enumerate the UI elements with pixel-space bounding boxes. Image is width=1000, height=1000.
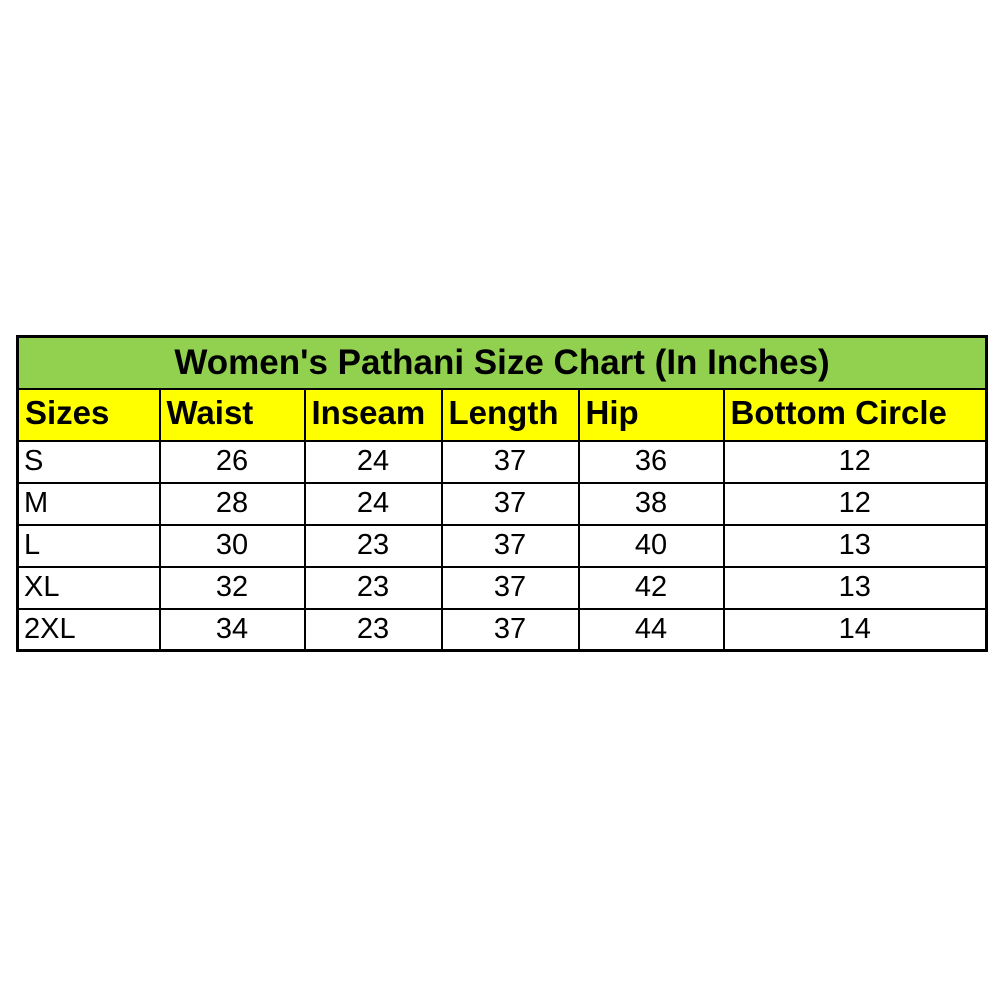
table-row-xl: XL 32 23 37 42 13	[16, 565, 988, 610]
waist-cell: 26	[158, 439, 306, 484]
hip-cell: 44	[577, 607, 725, 652]
table-row-s: S 26 24 37 36 12	[16, 439, 988, 484]
table-row-l: L 30 23 37 40 13	[16, 523, 988, 568]
hip-cell: 38	[577, 481, 725, 526]
length-cell: 37	[440, 439, 580, 484]
bottom-circle-cell: 14	[722, 607, 988, 652]
length-cell: 37	[440, 565, 580, 610]
size-cell: XL	[16, 565, 161, 610]
bottom-circle-cell: 12	[722, 481, 988, 526]
length-cell: 37	[440, 481, 580, 526]
table-row-m: M 28 24 37 38 12	[16, 481, 988, 526]
inseam-cell: 24	[303, 439, 443, 484]
hip-cell: 40	[577, 523, 725, 568]
waist-cell: 34	[158, 607, 306, 652]
size-cell: M	[16, 481, 161, 526]
size-cell: 2XL	[16, 607, 161, 652]
column-header-row: Sizes Waist Inseam Length Hip Bottom Cir…	[16, 387, 988, 442]
bottom-circle-cell: 12	[722, 439, 988, 484]
length-cell: 37	[440, 607, 580, 652]
waist-cell: 32	[158, 565, 306, 610]
inseam-cell: 23	[303, 523, 443, 568]
length-cell: 37	[440, 523, 580, 568]
size-cell: L	[16, 523, 161, 568]
inseam-cell: 23	[303, 565, 443, 610]
size-cell: S	[16, 439, 161, 484]
column-header-hip: Hip	[577, 387, 725, 442]
column-header-sizes: Sizes	[16, 387, 161, 442]
hip-cell: 36	[577, 439, 725, 484]
inseam-cell: 23	[303, 607, 443, 652]
inseam-cell: 24	[303, 481, 443, 526]
bottom-circle-cell: 13	[722, 523, 988, 568]
bottom-circle-cell: 13	[722, 565, 988, 610]
hip-cell: 42	[577, 565, 725, 610]
table-title-row: Women's Pathani Size Chart (In Inches)	[16, 335, 988, 390]
table-row-2xl: 2XL 34 23 37 44 14	[16, 607, 988, 652]
column-header-length: Length	[440, 387, 580, 442]
column-header-waist: Waist	[158, 387, 306, 442]
waist-cell: 28	[158, 481, 306, 526]
waist-cell: 30	[158, 523, 306, 568]
column-header-bottom-circle: Bottom Circle	[722, 387, 988, 442]
size-chart-table: Women's Pathani Size Chart (In Inches) S…	[16, 335, 989, 652]
table-title: Women's Pathani Size Chart (In Inches)	[16, 335, 988, 390]
column-header-inseam: Inseam	[303, 387, 443, 442]
